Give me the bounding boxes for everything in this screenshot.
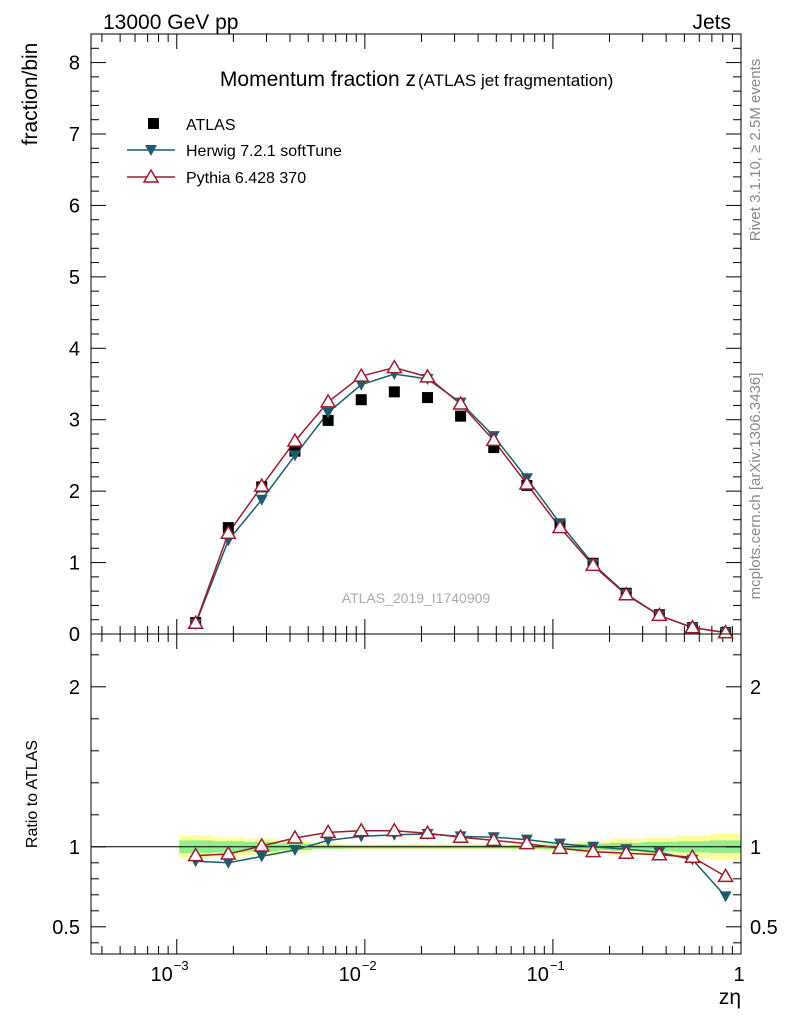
x-tick-label-base: 1 [733,964,744,986]
ratio-y-tick-label-left: 2 [69,677,80,699]
x-tick-label-base: 10 [339,964,361,986]
main-y-tick-label: 2 [69,481,80,503]
ratio-point-pythia [187,847,204,862]
main-point-pythia [551,519,569,534]
ratio-y-tick-label-right: 0.5 [750,917,778,939]
main-y-tick-label: 0 [69,624,80,646]
main-point-herwig [255,494,268,506]
main-point-atlas [355,394,367,406]
main-point-pythia [485,431,503,447]
main-y-tick-label: 3 [69,410,80,432]
header-right: Jets [692,11,731,34]
ratio-point-pythia [717,867,734,883]
ratio-y-tick-label-left: 0.5 [52,917,80,939]
ratio-point-pythia [485,831,503,847]
legend-pythia-marker [142,168,160,183]
ratio-point-pythia [684,848,701,863]
ratio-point-pythia [617,844,635,859]
ratio-point-pythia [286,829,304,844]
mcplots-label: mcplots.cern.ch [arXiv:1306.3436] [747,373,764,600]
main-point-herwig [288,450,301,462]
main-point-pythia [187,614,204,630]
main-point-pythia [617,586,635,601]
main-point-pythia [452,395,469,410]
main-y-tick-label: 7 [69,124,80,146]
ratio-point-pythia [518,835,536,850]
x-tick-label-base: 10 [151,964,173,986]
main-point-pythia [584,556,602,572]
main-point-atlas [455,410,467,422]
main-point-pythia [352,367,370,382]
ratio-axis-ticks: 0.5 0.51 12 210 −3 10 −2 10 −1 1 [52,634,778,986]
ratio-y-tick-label-right: 1 [750,837,761,859]
legend: ATLAS Herwig 7.2.1 softTune Pythia 6.428… [127,117,342,187]
main-axis-ticks: 0 1 2 3 4 5 6 7 8 [69,33,742,646]
main-y-tick-label: 5 [69,267,80,289]
ratio-point-pythia [319,823,337,839]
chart-title: Momentum fraction z [220,68,416,91]
main-point-pythia [386,359,403,374]
main-point-pythia [220,524,237,540]
ratio-point-herwig [288,845,301,856]
main-y-tick-label: 8 [69,53,80,75]
x-tick-label-base: 10 [527,964,549,986]
ratio-series-group [187,822,734,903]
main-point-herwig [355,379,368,391]
ratio-point-pythia [651,846,668,861]
x-axis-label: zη [719,986,741,1009]
main-point-atlas [488,442,500,454]
main-y-tick-label: 6 [69,195,80,217]
ratio-y-tick-label-left: 1 [69,837,80,859]
main-point-pythia [684,619,701,634]
ratio-point-pythia [220,845,237,860]
main-point-herwig [322,407,335,419]
main-point-atlas [322,414,334,426]
main-point-pythia [253,477,271,492]
ratio-y-tick-label-right: 2 [750,677,761,699]
ratio-point-pythia [352,822,370,837]
x-tick-label-exp: −2 [362,958,377,973]
rivet-label: Rivet 3.1.10, ≥ 2.5M events [747,59,764,242]
main-point-pythia [419,368,436,383]
legend-atlas-marker [148,118,159,129]
analysis-watermark: ATLAS_2019_I1740909 [342,590,491,606]
ratio-point-pythia [551,839,569,855]
ratio-y-axis-label: Ratio to ATLAS [24,740,41,848]
main-series-group [187,359,734,639]
ratio-point-herwig [222,857,235,869]
header-left: 13000 GeV pp [103,11,238,34]
x-tick-label-exp: −3 [174,958,189,973]
ratio-plot-frame [90,633,742,955]
chart-subtitle: (ATLAS jet fragmentation) [418,71,613,90]
ratio-point-pythia [584,843,602,858]
main-point-atlas [388,386,400,398]
main-point-pythia [717,624,734,639]
main-point-pythia [286,432,304,447]
ratio-uncertainty-bands [91,834,741,860]
ratio-point-herwig [255,851,268,863]
main-point-pythia [518,475,536,490]
main-point-atlas [422,392,434,404]
legend-pythia-label: Pythia 6.428 370 [186,170,306,187]
main-point-pythia [651,606,668,622]
legend-herwig-label: Herwig 7.2.1 softTune [186,143,342,160]
main-y-tick-label: 4 [69,338,80,360]
ratio-point-pythia [386,822,403,837]
ratio-point-pythia [253,837,271,852]
legend-atlas-label: ATLAS [186,117,236,134]
ratio-point-pythia [452,828,469,843]
legend-herwig-marker [145,145,157,156]
main-y-tick-label: 1 [69,553,80,575]
ratio-point-herwig [719,891,732,903]
x-tick-label-exp: −1 [550,958,565,973]
ratio-point-pythia [419,824,436,839]
main-point-pythia [319,393,337,408]
main-y-axis-label: fraction/bin [19,43,42,146]
